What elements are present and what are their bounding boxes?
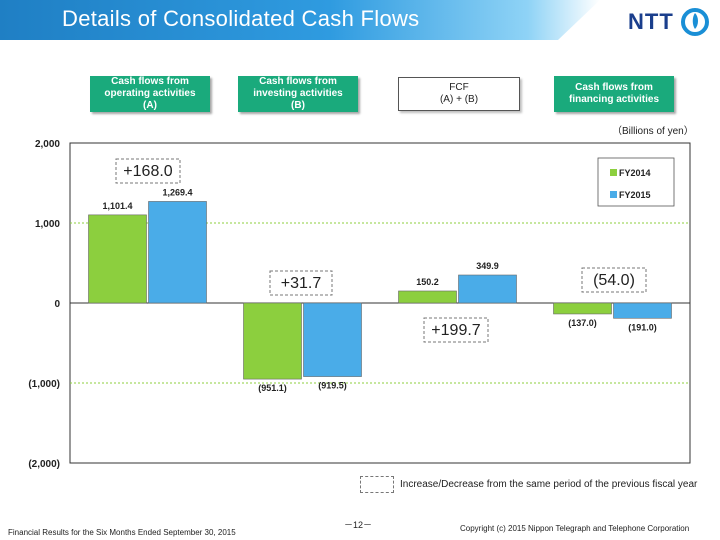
ntt-logo: NTT bbox=[628, 6, 710, 38]
column-header-line: operating activities bbox=[104, 88, 196, 99]
y-tick-label: (2,000) bbox=[28, 459, 60, 470]
y-tick-label: 2,000 bbox=[35, 139, 60, 150]
annotation-value: +31.7 bbox=[281, 275, 322, 292]
column-header-line: financing activities bbox=[568, 94, 660, 105]
data-label: (919.5) bbox=[318, 381, 347, 391]
annotation-box bbox=[115, 158, 181, 184]
column-header-line: Cash flows from bbox=[111, 76, 189, 87]
annotation-value: +168.0 bbox=[123, 163, 172, 180]
page-number: －12－ bbox=[344, 520, 373, 530]
bar-fy2015 bbox=[303, 302, 362, 377]
column-header-operating: Cash flows from operating activities (A) bbox=[90, 76, 210, 112]
data-label: 1,269.4 bbox=[162, 187, 192, 197]
column-header-line: (A) bbox=[143, 100, 157, 111]
data-label: 349.9 bbox=[476, 261, 499, 271]
annotation-value: +199.7 bbox=[431, 322, 480, 339]
column-header-financing: Cash flows from financing activities bbox=[554, 76, 674, 112]
annotation-legend-box bbox=[360, 476, 394, 493]
column-header-fcf: FCF (A) + (B) bbox=[398, 77, 520, 111]
footer-left: Financial Results for the Six Months End… bbox=[8, 528, 236, 537]
column-header-line: (B) bbox=[291, 100, 305, 111]
annotation-legend-text: Increase/Decrease from the same period o… bbox=[400, 479, 698, 490]
annotation-box bbox=[581, 267, 647, 293]
column-header-line: FCF bbox=[449, 82, 469, 93]
bar-fy2015 bbox=[613, 302, 672, 319]
data-label: (191.0) bbox=[628, 322, 657, 332]
units-label: （Billions of yen） bbox=[612, 126, 694, 137]
bar-fy2015 bbox=[458, 274, 517, 304]
bar-fy2015 bbox=[148, 201, 207, 304]
column-header-line: (A) + (B) bbox=[439, 94, 479, 105]
data-label: (951.1) bbox=[258, 383, 287, 393]
annotation-box bbox=[269, 270, 333, 296]
footer-copyright: Copyright (c) 2015 Nippon Telegraph and … bbox=[460, 524, 690, 533]
data-label: (137.0) bbox=[568, 318, 597, 328]
data-label: 150.2 bbox=[416, 277, 439, 287]
bar-fy2014 bbox=[243, 302, 302, 380]
y-tick-label: 1,000 bbox=[35, 219, 60, 230]
data-label: 1,101.4 bbox=[102, 201, 132, 211]
column-header-line: investing activities bbox=[253, 88, 343, 99]
column-header-line: Cash flows from bbox=[259, 76, 337, 87]
column-header-line: Cash flows from bbox=[575, 82, 653, 93]
legend-label: FY2015 bbox=[619, 190, 651, 200]
bar-fy2014 bbox=[88, 214, 147, 304]
bar-fy2014 bbox=[398, 290, 457, 304]
annotation-box bbox=[423, 317, 489, 343]
column-header-investing: Cash flows from investing activities (B) bbox=[238, 76, 358, 112]
legend-label: FY2014 bbox=[619, 168, 651, 178]
logo-text: NTT bbox=[628, 9, 674, 34]
annotation-value: (54.0) bbox=[593, 272, 635, 289]
bar-fy2014 bbox=[553, 302, 612, 315]
legend-swatch bbox=[610, 191, 617, 198]
legend-swatch bbox=[610, 169, 617, 176]
y-tick-label: 0 bbox=[54, 299, 60, 310]
page-title: Details of Consolidated Cash Flows bbox=[62, 6, 420, 31]
ntt-logo-icon bbox=[680, 8, 709, 36]
title-bar bbox=[0, 0, 600, 40]
y-tick-label: (1,000) bbox=[28, 379, 60, 390]
